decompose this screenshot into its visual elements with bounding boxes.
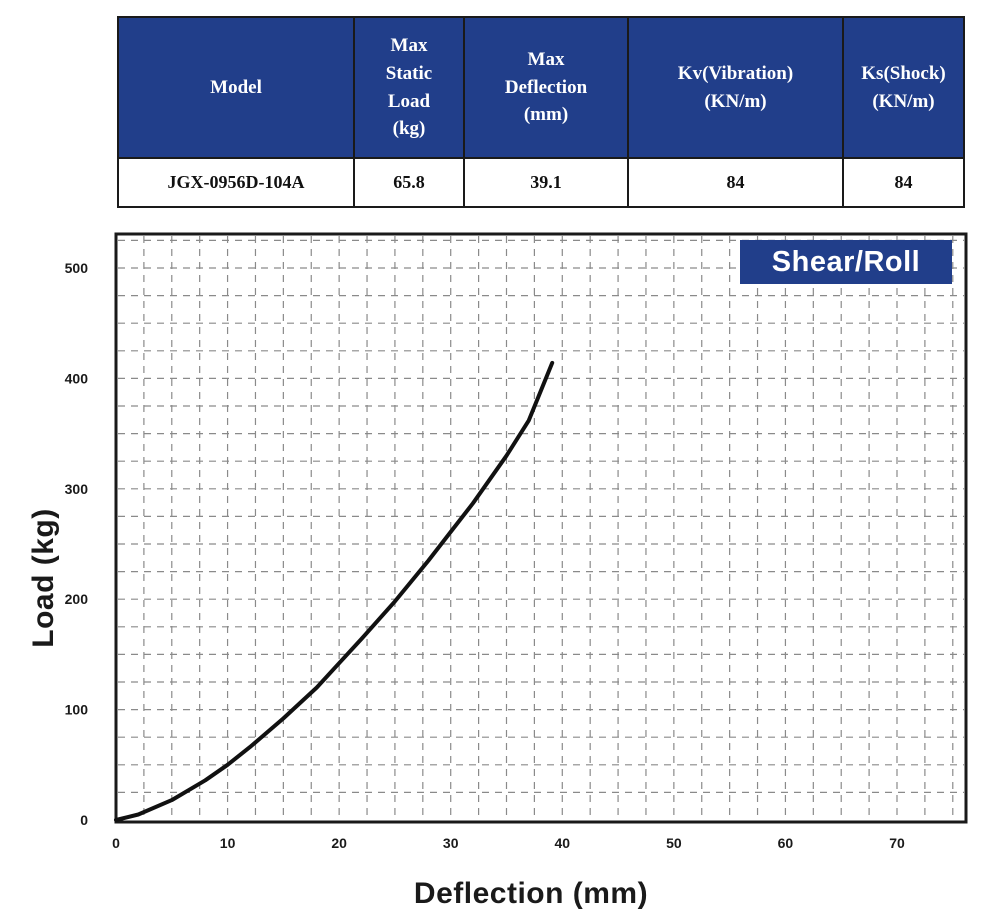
header-text: Model bbox=[210, 76, 262, 98]
cell-ks: 84 bbox=[842, 157, 965, 208]
x-tick-label: 10 bbox=[220, 835, 236, 851]
header-text: Kv(Vibration) bbox=[677, 62, 794, 84]
load-deflection-chart: 0 10 20 30 40 50 60 70 0 100 200 300 400 500 Load (kg… bbox=[0, 224, 1000, 924]
plot-frame bbox=[114, 232, 968, 824]
x-axis-label: Deflection (mm) bbox=[413, 877, 649, 910]
header-max-deflection: Max Deflection (mm) bbox=[463, 16, 629, 159]
chart-title-badge: Shear/Roll bbox=[740, 240, 952, 284]
y-tick-label: 300 bbox=[65, 481, 89, 497]
spec-table: Model Max Static Load (kg) Max Deflectio… bbox=[117, 16, 965, 208]
header-text: (KN/m) bbox=[872, 90, 935, 112]
header-text: (kg) bbox=[392, 118, 426, 140]
x-tick-label: 60 bbox=[778, 835, 794, 851]
plot-area bbox=[116, 234, 966, 822]
header-text: Deflection bbox=[504, 76, 588, 98]
cell-kv: 84 bbox=[627, 157, 844, 208]
header-text: Ks(Shock) bbox=[861, 62, 946, 84]
header-text: Load bbox=[387, 90, 431, 112]
x-tick-label: 20 bbox=[331, 835, 347, 851]
y-tick-label: 100 bbox=[65, 702, 89, 718]
load-deflection-curve bbox=[114, 360, 555, 822]
header-text: Max bbox=[390, 35, 428, 57]
y-axis-label: Load (kg) bbox=[27, 508, 60, 648]
x-tick-label: 50 bbox=[666, 835, 682, 851]
spec-data-row: JGX-0956D-104A 65.8 39.1 84 84 bbox=[117, 157, 965, 208]
y-tick-label: 400 bbox=[65, 370, 89, 386]
cell-model: JGX-0956D-104A bbox=[117, 157, 355, 208]
chart-canvas: 0 10 20 30 40 50 60 70 0 100 200 300 400 500 bbox=[65, 232, 968, 851]
header-text: (KN/m) bbox=[704, 90, 767, 112]
header-text: Max bbox=[527, 49, 565, 71]
header-kv: Kv(Vibration) (KN/m) bbox=[627, 16, 844, 159]
spec-header-row: Model Max Static Load (kg) Max Deflectio… bbox=[117, 16, 965, 159]
header-max-static-load: Max Static Load (kg) bbox=[353, 16, 465, 159]
header-text: (mm) bbox=[523, 104, 569, 126]
header-ks: Ks(Shock) (KN/m) bbox=[842, 16, 965, 159]
x-tick-label: 40 bbox=[554, 835, 570, 851]
header-model: Model bbox=[117, 16, 355, 159]
cell-max-deflection: 39.1 bbox=[463, 157, 629, 208]
header-text: Static bbox=[385, 62, 433, 84]
x-tick-label: 70 bbox=[889, 835, 905, 851]
y-tick-label: 200 bbox=[65, 591, 89, 607]
y-tick-label: 0 bbox=[80, 812, 88, 828]
y-tick-label: 500 bbox=[65, 260, 89, 276]
x-tick-label: 30 bbox=[443, 835, 459, 851]
x-tick-label: 0 bbox=[112, 835, 120, 851]
cell-max-static-load: 65.8 bbox=[353, 157, 465, 208]
